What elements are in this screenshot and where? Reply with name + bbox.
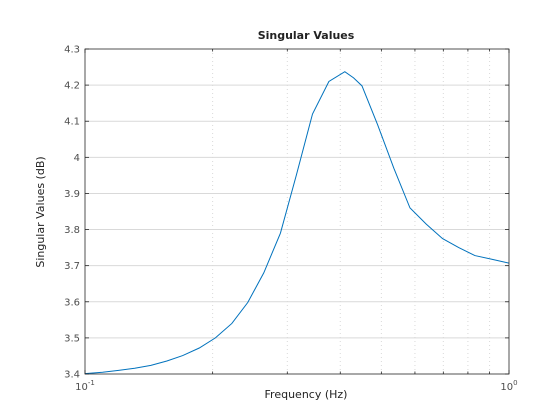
series-line xyxy=(84,71,510,375)
chart-title: Singular Values xyxy=(258,29,355,42)
x-tick-label: 10-1 xyxy=(75,379,95,393)
y-tick-label: 3.6 xyxy=(64,297,80,308)
y-tick-label: 3.9 xyxy=(64,189,80,200)
x-tick-label: 100 xyxy=(500,379,517,393)
axes-box xyxy=(84,48,510,375)
plot-area xyxy=(85,49,509,374)
y-tick-label: 3.5 xyxy=(64,333,80,344)
y-tick-label: 4.3 xyxy=(64,45,80,56)
y-axis-label: Singular Values (dB) xyxy=(34,156,47,267)
y-tick-label: 3.7 xyxy=(64,261,80,272)
x-tick-labels: 10-1 100 xyxy=(75,379,517,393)
y-tick-label: 3.8 xyxy=(64,225,80,236)
x-axis-label: Frequency (Hz) xyxy=(265,388,348,401)
data-series xyxy=(84,71,510,375)
axis-ticks xyxy=(84,48,510,375)
grid xyxy=(85,49,509,374)
y-tick-label: 4 xyxy=(74,153,80,164)
y-tick-label: 4.2 xyxy=(64,81,80,92)
y-tick-label: 4.1 xyxy=(64,117,80,128)
y-tick-label: 3.4 xyxy=(64,370,80,381)
y-tick-labels: 3.4 3.5 3.6 3.7 3.8 3.9 4 4.1 4.2 4.3 xyxy=(64,45,80,381)
